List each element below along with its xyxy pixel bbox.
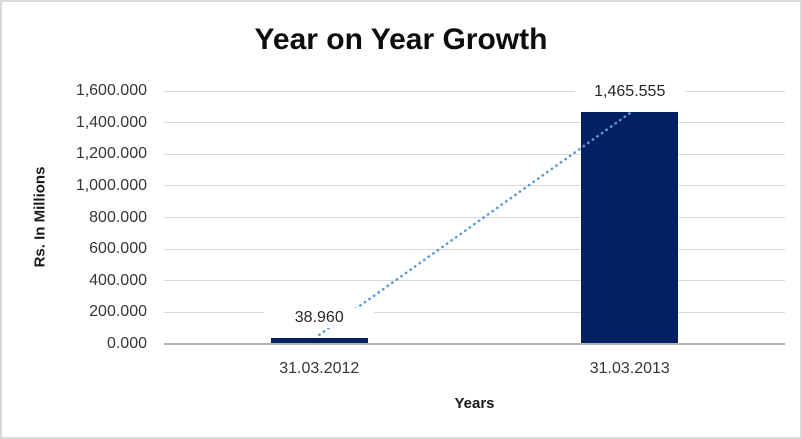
bar-31.03.2012 [270,337,368,344]
gridline [164,185,785,187]
gridline [164,90,785,92]
y-axis-tick-label: 600.000 [89,240,147,258]
gridline [164,217,785,218]
y-axis-tick-label: 1,600.000 [75,82,147,99]
y-axis-tick-label: 400.000 [89,271,147,289]
gridline [164,153,785,155]
gridline [164,248,785,250]
x-axis-category-label: 31.03.2013 [589,360,670,377]
bar-31.03.2013 [581,112,679,344]
y-axis-tick-label: 200.000 [89,303,147,321]
data-label: 38.960 [264,307,375,328]
y-axis-tick-label: 1,000.000 [75,176,147,194]
gridline [164,311,785,313]
y-axis-tick-label: 800.000 [89,208,147,226]
x-axis-title: Years [454,395,495,412]
y-axis-tick-label: 0.000 [106,335,147,352]
gridline [164,122,785,124]
y-axis-tick-label: 1,200.000 [75,145,147,163]
data-label: 1,465.555 [574,82,685,103]
y-axis-tick-label: 1,400.000 [75,113,147,131]
gridline [164,280,785,282]
chart-title: Year on Year Growth [254,23,548,56]
x-axis-line [164,343,785,345]
x-axis-category-label: 31.03.2012 [279,360,360,377]
